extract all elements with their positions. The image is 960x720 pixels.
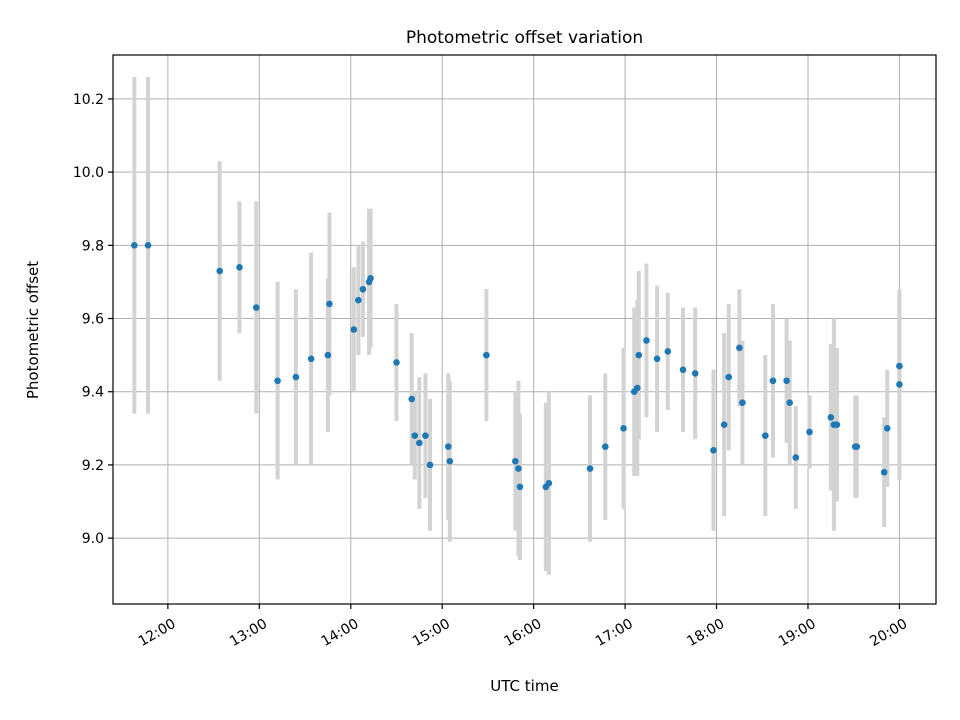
data-point	[783, 377, 790, 385]
data-point	[853, 443, 861, 450]
data-point	[883, 425, 891, 432]
chart-title: Photometric offset variation	[406, 28, 643, 48]
data-point	[786, 399, 793, 407]
x-tick-label: 14:00	[319, 616, 362, 650]
error-bars	[132, 76, 902, 575]
plot-frame	[112, 54, 937, 605]
data-point	[792, 454, 800, 461]
data-point	[144, 242, 152, 249]
data-point	[679, 366, 687, 374]
data-point	[359, 285, 367, 293]
data-point	[408, 395, 416, 403]
data-point	[896, 362, 903, 370]
data-point	[635, 351, 643, 359]
y-tick-label: 9.2	[82, 458, 104, 474]
y-tick-label: 9.8	[82, 238, 104, 254]
data-point	[633, 384, 641, 392]
data-point	[762, 432, 769, 439]
data-point	[393, 359, 400, 366]
data-point	[643, 337, 650, 344]
y-tick-label: 9.4	[82, 385, 104, 401]
axis-ticks: 12:00 13:00 14:00 15:00 16:00 17:00 18:00 19:00…	[73, 92, 910, 650]
x-tick-label: 20:00	[867, 616, 910, 650]
data-point	[131, 242, 138, 249]
data-point	[620, 425, 627, 432]
data-point	[324, 351, 332, 359]
data-point	[515, 465, 522, 472]
data-point	[350, 326, 358, 333]
data-point	[710, 446, 717, 454]
x-tick-label: 15:00	[410, 616, 453, 650]
x-tick-label: 12:00	[136, 616, 179, 650]
y-axis-label: Photometric offset	[24, 261, 42, 399]
x-axis-label: UTC time	[490, 677, 558, 695]
y-tick-label: 9.6	[82, 312, 104, 328]
data-point	[691, 370, 699, 377]
data-point	[664, 348, 672, 355]
x-tick-label: 19:00	[776, 616, 819, 650]
y-tick-label: 10.0	[73, 165, 104, 181]
data-point	[653, 355, 661, 363]
data-point	[446, 457, 454, 465]
data-point	[416, 439, 423, 447]
data-point	[422, 432, 429, 439]
data-point	[806, 428, 813, 436]
data-point	[833, 421, 841, 428]
data-point	[769, 377, 777, 385]
y-tick-label: 9.0	[82, 531, 104, 547]
data-point	[307, 355, 315, 363]
data-point	[516, 483, 524, 491]
data-point	[601, 443, 609, 450]
x-tick-label: 13:00	[227, 616, 270, 650]
data-point	[292, 373, 300, 381]
data-point	[367, 274, 374, 282]
data-point	[586, 465, 594, 472]
data-point	[483, 351, 490, 359]
data-point	[896, 381, 903, 388]
data-point	[720, 421, 728, 428]
x-tick-label: 18:00	[684, 616, 727, 650]
data-point	[252, 304, 260, 311]
data-point	[736, 344, 743, 352]
data-points	[131, 242, 903, 491]
data-point	[236, 263, 243, 271]
data-point	[444, 443, 452, 450]
data-point	[411, 432, 419, 439]
data-point	[355, 296, 362, 304]
data-point	[216, 267, 223, 275]
data-point	[326, 300, 333, 308]
data-point	[545, 479, 553, 487]
grid-lines	[113, 55, 936, 604]
data-point	[725, 373, 733, 381]
x-tick-label: 16:00	[501, 616, 544, 650]
y-tick-label: 10.2	[73, 92, 104, 108]
data-point	[880, 468, 888, 476]
data-point	[827, 414, 835, 421]
data-point	[426, 461, 434, 469]
data-point	[274, 377, 281, 385]
data-point	[739, 399, 746, 407]
data-point	[512, 457, 519, 465]
x-tick-label: 17:00	[593, 616, 636, 650]
